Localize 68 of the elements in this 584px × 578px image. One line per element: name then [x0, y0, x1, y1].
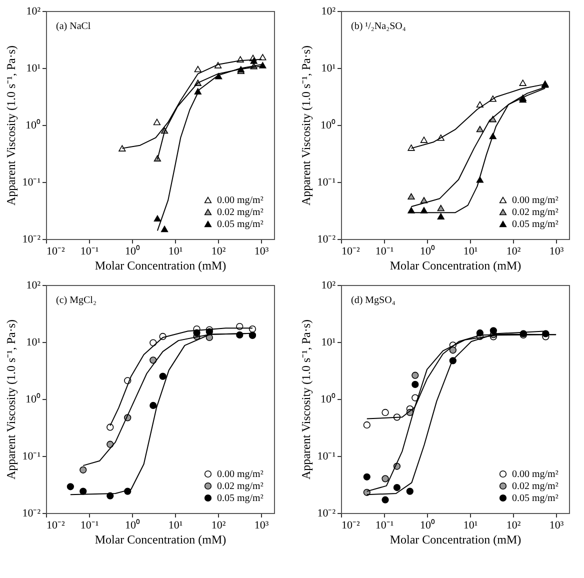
x-tick-label: 10⁻² — [342, 520, 360, 532]
y-tick-label: 10² — [26, 280, 42, 292]
y-tick-label: 10² — [26, 6, 42, 18]
y-tick-label: 10⁻¹ — [22, 450, 40, 462]
text: (d) MgSO₄ — [351, 295, 396, 306]
y-tick-label: 10¹ — [321, 62, 336, 74]
legend-label: 0.00 mg/m² — [217, 195, 264, 206]
y-tick-label: 10⁻² — [317, 508, 336, 520]
y-axis-title: Apparent Viscosity (1.0 s⁻¹, Pa·s) — [299, 46, 314, 206]
legend-label: 0.05 mg/m² — [512, 493, 558, 504]
legend-label: 0.05 mg/m² — [217, 219, 264, 230]
y-tick-label: 10¹ — [321, 336, 336, 348]
y-tick-label: 10⁰ — [26, 392, 40, 406]
legend-label: 0.00 mg/m² — [512, 195, 558, 206]
legend-label: 0.05 mg/m² — [217, 493, 264, 504]
x-tick-label: 10³ — [254, 520, 270, 532]
x-axis-title: Molar Concentration (mM) — [390, 532, 522, 546]
y-tick-label: 10⁰ — [26, 118, 40, 132]
legend-label: 0.05 mg/m² — [512, 219, 558, 230]
x-tick-label: 10⁻² — [46, 520, 66, 532]
x-tick-label: 10⁻² — [46, 246, 66, 258]
y-tick-label: 10⁰ — [320, 392, 336, 406]
x-tick-label: 10¹ — [168, 246, 183, 258]
x-tick-label: 10⁰ — [125, 244, 140, 258]
y-tick-label: 10⁻¹ — [22, 176, 40, 188]
y-tick-label: 10² — [321, 280, 336, 292]
x-tick-label: 10⁻² — [342, 246, 360, 258]
x-axis-title: Molar Concentration (mM) — [94, 532, 226, 546]
y-tick-label: 10⁻² — [22, 508, 42, 520]
y-tick-label: 10⁻² — [317, 234, 336, 246]
x-tick-label: 10⁻¹ — [375, 520, 394, 532]
x-tick-label: 10⁰ — [125, 518, 140, 532]
x-tick-label: 10³ — [549, 246, 564, 258]
legend-label: 0.02 mg/m² — [512, 481, 558, 492]
x-tick-label: 10⁻¹ — [375, 246, 394, 258]
x-tick-label: 10³ — [254, 246, 270, 258]
text: (c) MgCl₂ — [56, 295, 96, 306]
x-axis-title: Molar Concentration (mM) — [94, 258, 226, 272]
y-tick-label: 10⁻¹ — [317, 176, 336, 188]
x-tick-label: 10⁻¹ — [80, 246, 99, 258]
x-tick-label: 10¹ — [168, 520, 183, 532]
y-tick-label: 10⁰ — [320, 118, 336, 132]
text: (a) NaCl — [56, 21, 91, 32]
x-tick-label: 10¹ — [463, 520, 478, 532]
y-tick-label: 10¹ — [26, 62, 40, 74]
y-tick-label: 10⁻¹ — [317, 450, 336, 462]
x-tick-label: 10² — [211, 520, 226, 532]
text: (b) ¹/₂Na₂SO₄ — [351, 21, 406, 32]
x-tick-label: 10³ — [549, 520, 564, 532]
x-tick-label: 10¹ — [463, 246, 478, 258]
x-tick-label: 10² — [211, 246, 226, 258]
y-axis-title: Apparent Viscosity (1.0 s⁻¹, Pa·s) — [299, 320, 314, 480]
legend-label: 0.02 mg/m² — [217, 207, 264, 218]
x-tick-label: 10² — [506, 520, 522, 532]
y-tick-label: 10⁻² — [22, 234, 42, 246]
x-tick-label: 10² — [506, 246, 522, 258]
legend-label: 0.02 mg/m² — [512, 207, 558, 218]
legend-label: 0.00 mg/m² — [512, 469, 558, 480]
x-tick-label: 10⁰ — [420, 518, 436, 532]
y-tick-label: 10² — [321, 6, 336, 18]
y-axis-title: Apparent Viscosity (1.0 s⁻¹, Pa·s) — [4, 46, 18, 206]
y-tick-label: 10¹ — [26, 336, 40, 348]
y-axis-title: Apparent Viscosity (1.0 s⁻¹, Pa·s) — [4, 320, 18, 480]
x-axis-title: Molar Concentration (mM) — [390, 258, 522, 272]
x-tick-label: 10⁻¹ — [80, 520, 99, 532]
legend-label: 0.02 mg/m² — [217, 481, 264, 492]
legend-label: 0.00 mg/m² — [217, 469, 264, 480]
x-tick-label: 10⁰ — [420, 244, 436, 258]
